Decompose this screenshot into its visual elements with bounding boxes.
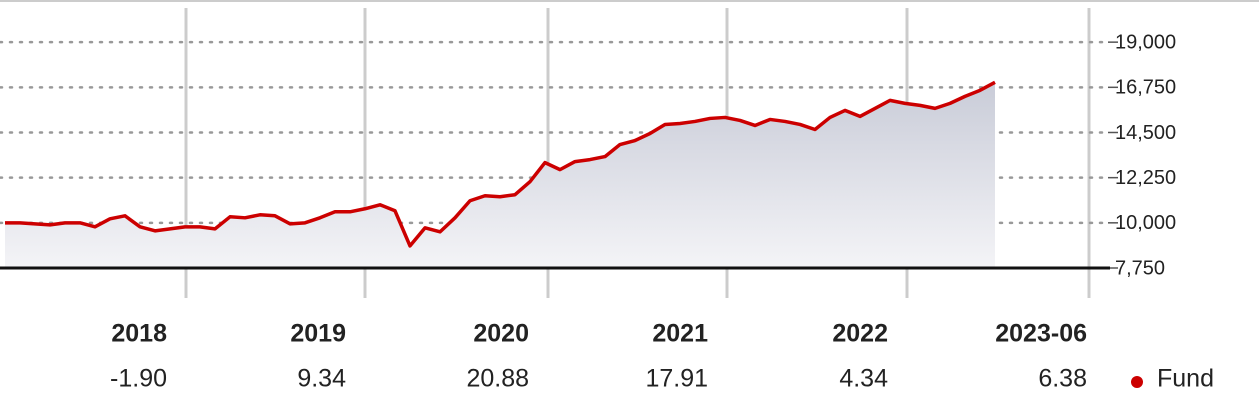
period-label: 2023-06 [995,320,1087,348]
y-tick-label: 10,000 [1115,212,1176,234]
y-tick-label: 7,750 [1115,257,1165,279]
series-line [5,80,996,248]
return-value: 6.38 [1038,365,1087,393]
period-label: 2021 [652,320,708,348]
legend-marker [1131,376,1143,388]
period-label: 2018 [111,320,167,348]
return-value: 20.88 [466,365,529,393]
period-label: 2019 [290,320,346,348]
y-tick-label: 12,250 [1115,167,1176,189]
y-tick-label: 16,750 [1115,77,1176,99]
y-tick-label: 14,500 [1115,122,1176,144]
period-label: 2020 [473,320,529,348]
return-value: 17.91 [645,365,708,393]
area-fill [5,82,995,269]
return-value: 4.34 [839,365,888,393]
y-tick-label: 19,000 [1115,31,1176,53]
period-label: 2022 [832,320,888,348]
return-value: 9.34 [297,365,346,393]
legend-label: Fund [1157,365,1214,393]
return-value: -1.90 [110,365,167,393]
